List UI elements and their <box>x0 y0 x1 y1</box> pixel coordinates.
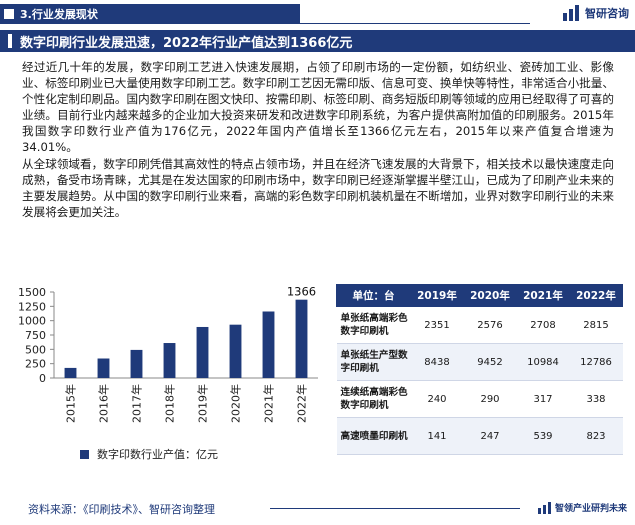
table-header-row: 单位：台 2019年 2020年 2021年 2022年 <box>336 284 623 307</box>
brand-logo-icon <box>537 501 551 514</box>
row-label: 单张纸生产型数字印刷机 <box>336 343 411 381</box>
table-cell: 12786 <box>569 343 623 381</box>
y-tick-label: 1000 <box>18 315 46 328</box>
row-label: 连续纸高端彩色数字印刷机 <box>336 380 411 418</box>
bar <box>130 349 143 378</box>
table-cell: 247 <box>463 417 517 455</box>
bar <box>229 324 242 378</box>
body-text: 经过近几十年的发展，数字印刷工艺进入快速发展期，占领了印刷市场的一定份额，如纺织… <box>22 59 614 220</box>
y-tick-label: 750 <box>25 329 46 342</box>
table-row: 高速喷墨印刷机 141 247 539 823 <box>336 417 623 455</box>
table-cell: 10984 <box>516 343 570 381</box>
footer-brand: 智领产业研判未来 <box>537 501 627 514</box>
legend-label: 数字印数行业产值：亿元 <box>97 448 218 461</box>
y-tick-label: 250 <box>25 358 46 371</box>
x-tick-label: 2018年 <box>163 384 177 423</box>
headline-marker <box>8 34 12 48</box>
y-tick-label: 1500 <box>18 286 46 299</box>
square-icon <box>4 9 14 19</box>
headline-title: 数字印刷行业发展迅速，2022年行业产值达到1366亿元 <box>20 35 353 51</box>
table-cell: 2708 <box>516 306 570 344</box>
x-tick-label: 2017年 <box>130 384 144 423</box>
table-row: 单张纸高端彩色数字印刷机 2351 2576 2708 2815 <box>336 306 623 344</box>
table-row: 单张纸生产型数字印刷机 8438 9452 10984 12786 <box>336 343 623 381</box>
data-label: 1366 <box>287 285 316 299</box>
section-label: 3.行业发展现状 <box>20 8 98 21</box>
table-header: 2022年 <box>569 284 623 307</box>
x-tick-label: 2015年 <box>64 384 78 423</box>
x-tick-label: 2019年 <box>196 384 210 423</box>
table-cell: 2576 <box>463 306 517 344</box>
bar <box>295 299 308 378</box>
table-cell: 338 <box>569 380 623 418</box>
section-tag: 3.行业发展现状 <box>0 4 300 24</box>
footer-slogan: 智领产业研判未来 <box>554 504 627 514</box>
table-cell: 2815 <box>569 306 623 344</box>
bar <box>64 367 77 378</box>
chart-legend: 数字印数行业产值：亿元 <box>80 446 218 462</box>
data-table: 单位：台 2019年 2020年 2021年 2022年 单张纸高端彩色数字印刷… <box>336 284 623 455</box>
table-header: 2021年 <box>516 284 570 307</box>
row-label: 高速喷墨印刷机 <box>336 417 411 455</box>
paragraph: 从全球领域看，数字印刷凭借其高效性的特点占领市场，并且在经济飞速发展的大背景下，… <box>22 156 614 219</box>
bar <box>262 311 275 378</box>
table-cell: 2351 <box>410 306 464 344</box>
bar <box>163 343 176 378</box>
x-tick-label: 2016年 <box>97 384 111 423</box>
paragraph: 经过近几十年的发展，数字印刷工艺进入快速发展期，占领了印刷市场的一定份额，如纺织… <box>22 60 614 155</box>
table-header: 2020年 <box>463 284 517 307</box>
x-tick-label: 2022年 <box>295 384 309 423</box>
table-row: 连续纸高端彩色数字印刷机 240 290 317 338 <box>336 380 623 418</box>
footer: 资料来源：《印刷技术》、智研咨询整理 智领产业研判未来 <box>0 496 635 525</box>
table-cell: 317 <box>516 380 570 418</box>
x-tick-label: 2020年 <box>229 384 243 423</box>
table-cell: 290 <box>463 380 517 418</box>
y-tick-label: 500 <box>25 343 46 356</box>
source-note: 资料来源：《印刷技术》、智研咨询整理 <box>28 503 215 516</box>
x-tick-label: 2021年 <box>262 384 276 423</box>
table-cell: 8438 <box>410 343 464 381</box>
table-header: 单位：台 <box>336 284 411 307</box>
section-divider <box>300 23 530 24</box>
bar-chart: 0 250 500 750 1000 1250 1500 2015年 2016年 2017年 201… <box>8 282 330 472</box>
brand-name: 智研咨询 <box>585 7 629 20</box>
headline-banner: 数字印刷行业发展迅速，2022年行业产值达到1366亿元 <box>0 30 635 52</box>
y-tick-label: 1250 <box>18 300 46 313</box>
bar <box>97 358 110 378</box>
table-cell: 9452 <box>463 343 517 381</box>
row-label: 单张纸高端彩色数字印刷机 <box>336 306 411 344</box>
brand-logo-icon <box>563 5 579 21</box>
table-cell: 823 <box>569 417 623 455</box>
brand: 智研咨询 <box>563 5 629 21</box>
top-bar: 3.行业发展现状 智研咨询 <box>0 0 635 28</box>
y-tick-label: 0 <box>39 372 46 385</box>
table-header: 2019年 <box>410 284 464 307</box>
footer-divider <box>270 508 520 509</box>
table-cell: 240 <box>410 380 464 418</box>
legend-swatch <box>80 449 89 459</box>
table-cell: 141 <box>410 417 464 455</box>
table-cell: 539 <box>516 417 570 455</box>
bar <box>196 326 209 378</box>
